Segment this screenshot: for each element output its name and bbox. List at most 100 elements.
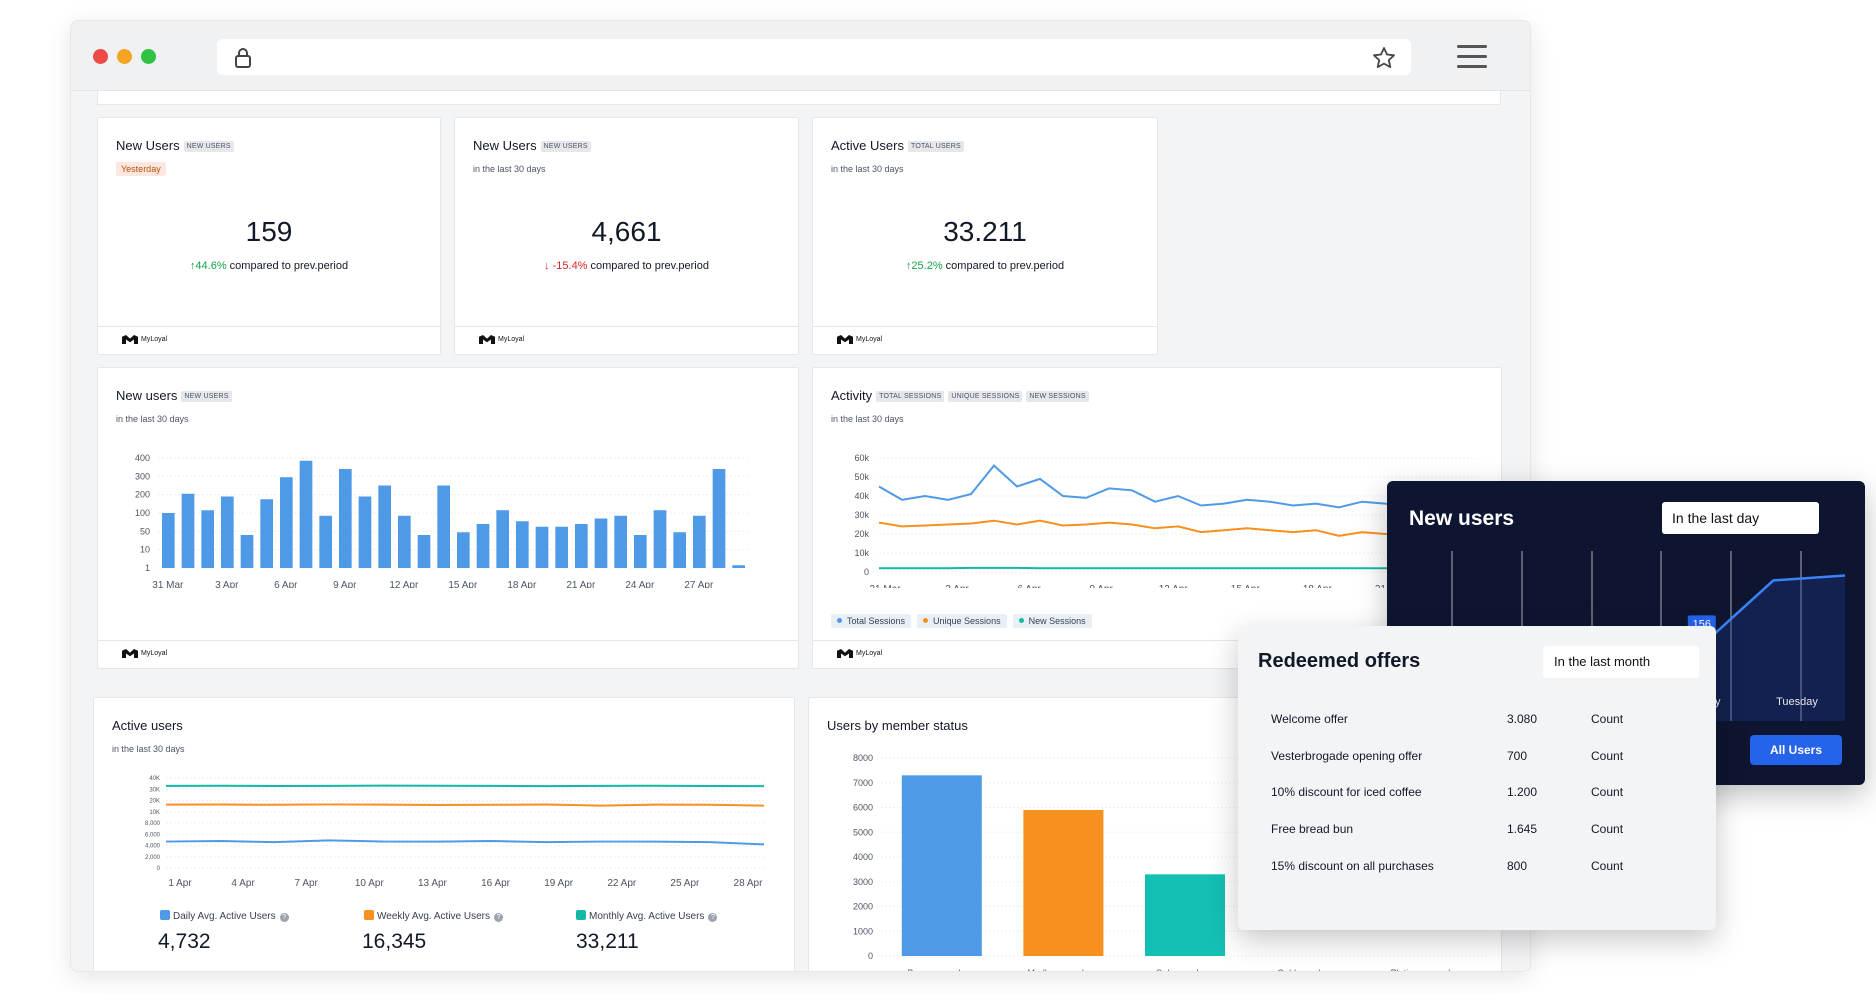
menu-icon[interactable] <box>1457 45 1487 68</box>
x-tick-label: 12 Apr <box>389 580 419 588</box>
bar <box>240 535 254 568</box>
period-select[interactable]: In the last month <box>1543 646 1699 678</box>
x-tick-label: 19 Apr <box>544 878 574 889</box>
popup-title: New users <box>1409 507 1515 530</box>
kpi-comparison: ↑25.2% compared to prev.period <box>813 260 1157 272</box>
y-tick-label: 10 <box>140 545 150 555</box>
x-tick-label: 22 Apr <box>607 878 637 889</box>
y-tick-label: 10K <box>149 810 160 816</box>
bar <box>457 532 470 568</box>
x-tick-label: 13 Apr <box>418 878 448 889</box>
y-tick-label: 20K <box>149 799 160 805</box>
bar <box>319 515 332 568</box>
card-subtitle: in the last 30 days <box>112 744 185 754</box>
arrow-up-icon: ↑ <box>189 260 196 272</box>
offer-name: Vesterbrogade opening offer <box>1271 749 1423 763</box>
stat-label-monthly: Monthly Avg. Active Users? <box>576 910 718 922</box>
card-title: New users NEW USERS <box>116 388 232 403</box>
x-tick-label: 3 Apr <box>945 584 969 588</box>
y-tick-label: 40k <box>854 491 869 501</box>
address-bar[interactable] <box>217 39 1411 75</box>
card-footer: MyLoyal <box>98 640 798 668</box>
x-tick-label: 10 Apr <box>355 878 385 889</box>
x-tick-label: 6 Apr <box>274 580 298 588</box>
x-tick-label: Bronze members <box>908 968 977 972</box>
bar <box>221 496 234 568</box>
bar <box>693 515 706 568</box>
x-tick-label: 6 Apr <box>1017 584 1041 588</box>
help-icon[interactable]: ? <box>279 913 289 922</box>
offer-value: 1.200 <box>1507 785 1538 799</box>
kpi-value: 33.211 <box>943 216 1027 247</box>
bar <box>260 499 273 568</box>
x-tick-label: Platinum members <box>1391 968 1467 972</box>
bar <box>417 535 431 568</box>
y-tick-label: 8000 <box>853 753 873 763</box>
y-tick-label: 60k <box>854 453 869 463</box>
period-badge: Yesterday <box>116 162 166 176</box>
series-line <box>165 803 765 807</box>
card-tag: NEW SESSIONS <box>1026 391 1089 402</box>
legend-new-sessions[interactable]: New Sessions <box>1012 614 1092 628</box>
series-line <box>878 519 1478 537</box>
card-tag: UNIQUE SESSIONS <box>948 391 1023 402</box>
y-tick-label: 3000 <box>853 877 873 887</box>
kpi-card-new-users-yesterday: New Users NEW USERS Yesterday 159 ↑44.6% … <box>97 117 441 355</box>
y-tick-label: 4000 <box>853 852 873 862</box>
bookmark-star-icon[interactable] <box>1371 45 1397 71</box>
myloyal-logo: MyLoyal <box>837 335 882 344</box>
bar <box>712 469 726 568</box>
x-tick-label: Guld members <box>1277 968 1337 972</box>
x-tick-label: 27 Apr <box>684 580 714 588</box>
member-status-bar-chart: 8000 7000 6000 5000 4000 3000 2000 1000 0 Bronze … <box>853 753 1489 972</box>
bar <box>614 515 627 568</box>
y-tick-label: 10k <box>854 548 869 558</box>
card-title: New Users NEW USERS <box>116 138 234 153</box>
help-icon[interactable]: ? <box>494 913 504 922</box>
bar <box>1145 874 1225 956</box>
kpi-value: 159 <box>245 216 293 247</box>
close-window-button[interactable] <box>93 49 108 64</box>
bar <box>555 526 568 568</box>
kpi-value: 4,661 <box>591 216 662 247</box>
help-icon[interactable]: ? <box>708 913 718 922</box>
all-users-button[interactable]: All Users <box>1750 735 1842 765</box>
series-line <box>165 839 765 846</box>
x-tick-label: 25 Apr <box>670 878 700 889</box>
card-title: Active users <box>112 718 183 733</box>
period-select[interactable]: In the last day <box>1662 502 1819 534</box>
legend-unique-sessions[interactable]: Unique Sessions <box>917 614 1007 628</box>
x-tick-label: 15 Apr <box>448 580 478 588</box>
legend-total-sessions[interactable]: Total Sessions <box>831 614 912 628</box>
y-tick-label: 0 <box>868 951 873 961</box>
kpi-delta: 44.6% <box>195 260 227 272</box>
arrow-down-icon: ↓ <box>544 260 550 272</box>
y-tick-label: 50k <box>854 472 869 482</box>
maximize-window-button[interactable] <box>141 49 156 64</box>
x-tick-label: 12 Apr <box>1159 584 1189 588</box>
compare-text: compared to prev.period <box>229 260 349 272</box>
bar <box>398 515 411 568</box>
minimize-window-button[interactable] <box>117 49 132 64</box>
bar <box>901 775 982 956</box>
x-tick-label: 16 Apr <box>481 878 511 889</box>
x-tick-label: 15 Apr <box>1231 584 1261 588</box>
myloyal-logo: MyLoyal <box>122 335 167 344</box>
card-footer: MyLoyal <box>813 326 1157 354</box>
offer-value: 3.080 <box>1507 712 1538 726</box>
x-tick-label: 9 Apr <box>1089 584 1113 588</box>
bar <box>358 496 372 568</box>
x-tick-label: 9 Apr <box>333 580 357 588</box>
y-tick-label: 6,000 <box>145 832 161 838</box>
y-tick-label: 4,000 <box>145 844 161 850</box>
new-users-chart-card: New users NEW USERS in the last 30 days 4… <box>97 367 799 669</box>
bar <box>299 460 313 568</box>
card-tag: NEW USERS <box>181 391 232 402</box>
day-label: Tuesday <box>1776 696 1818 708</box>
popup-title: Redeemed offers <box>1258 650 1421 672</box>
y-tick-label: 5000 <box>853 827 873 837</box>
x-tick-label: 7 Apr <box>295 878 319 889</box>
offer-name: 15% discount on all purchases <box>1271 859 1434 873</box>
y-tick-label: 30k <box>854 510 869 520</box>
offer-value: 1.645 <box>1507 822 1538 836</box>
